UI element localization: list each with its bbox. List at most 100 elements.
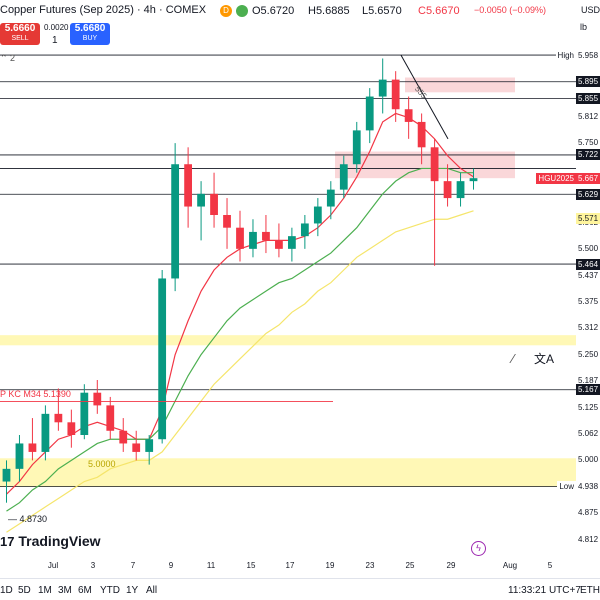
price-tick-5: 5.437	[578, 270, 599, 280]
price-tag-2[interactable]: 5.855	[576, 93, 600, 105]
price-tag-5[interactable]: 5.629	[576, 188, 600, 200]
candle-body-30	[391, 79, 400, 110]
candle-body-7	[93, 392, 102, 406]
candle-body-34	[443, 181, 452, 199]
time-tick-0: Jul	[47, 561, 59, 570]
zone-0	[0, 335, 576, 346]
candle-body-12	[158, 278, 167, 440]
price-tag-1[interactable]: 5.895	[576, 76, 600, 88]
candle-body-17	[223, 215, 231, 228]
indicator-toggle[interactable]: ⌃ 2	[0, 53, 16, 63]
data-status-icon[interactable]	[236, 5, 248, 17]
range-button-all[interactable]: All	[146, 585, 158, 596]
ohlc-change: −0.0050 (−0.09%)	[474, 5, 547, 15]
clock[interactable]: 11:33:21 UTC+7	[508, 585, 581, 596]
time-tick-1: 3	[90, 561, 96, 570]
price-chart[interactable]	[0, 0, 576, 575]
buy-button[interactable]: 5.6680 BUY	[70, 23, 110, 45]
time-tick-11: Aug	[502, 561, 518, 570]
sell-price: 5.6660	[4, 23, 36, 34]
candle-body-0	[2, 468, 11, 482]
time-tick-8: 23	[365, 561, 375, 570]
range-button-1d[interactable]: 1D	[0, 585, 13, 596]
unit-label: lb	[580, 22, 588, 32]
price-axis[interactable]: 5.8125.7505.6255.5625.5005.4375.3755.312…	[536, 0, 600, 575]
sell-button[interactable]: 5.6660 SELL	[0, 23, 40, 45]
candle-body-15	[197, 193, 205, 207]
session-toggle[interactable]: ETH	[580, 585, 600, 596]
candle-body-24	[313, 206, 322, 224]
price-tick-1: 5.750	[578, 138, 599, 148]
price-tick-0: 5.812	[578, 111, 599, 121]
quantity-value[interactable]: 1	[52, 35, 58, 46]
price-tick-8: 5.250	[578, 349, 599, 359]
translate-icon[interactable]: 文A	[534, 352, 555, 366]
price-tick-4: 5.500	[578, 243, 599, 253]
time-tick-12: 5	[547, 561, 553, 570]
candle-body-19	[249, 231, 257, 249]
price-tick-6: 5.375	[578, 296, 599, 306]
price-tick-14: 4.812	[578, 534, 599, 544]
currency-label[interactable]: USD	[581, 5, 600, 15]
price-tag-6[interactable]: 5.571	[576, 213, 600, 225]
time-tick-5: 15	[246, 561, 256, 570]
price-tag-7[interactable]: 5.464	[576, 258, 600, 270]
candle-body-32	[417, 121, 426, 148]
time-tick-6: 17	[285, 561, 295, 570]
market-status-icon[interactable]: D	[220, 5, 232, 17]
magic-wand-icon[interactable]: ⁄	[512, 351, 515, 366]
symbol-title[interactable]: Copper Futures (Sep 2025) · 4h · COMEX	[0, 4, 207, 16]
price-tag-3[interactable]: 5.722	[576, 149, 600, 161]
price-tick-12: 5.000	[578, 455, 599, 465]
candle-body-23	[300, 223, 309, 237]
price-tag-8[interactable]: 5.167	[576, 384, 600, 396]
candle-body-29	[378, 79, 387, 97]
buy-label: BUY	[82, 35, 98, 42]
range-button-6m[interactable]: 6M	[78, 585, 92, 596]
ohlc-high: H5.6885	[308, 5, 350, 17]
range-button-5d[interactable]: 5D	[18, 585, 31, 596]
candle-body-35	[456, 181, 465, 199]
price-tick-10: 5.125	[578, 402, 599, 412]
price-tag-9[interactable]: 4.938	[576, 481, 600, 493]
range-button-ytd[interactable]: YTD	[100, 585, 120, 596]
lightning-icon[interactable]: ϟ	[471, 541, 486, 556]
time-tick-2: 7	[130, 561, 136, 570]
price-tick-7: 5.312	[578, 323, 599, 333]
range-button-1y[interactable]: 1Y	[126, 585, 139, 596]
candle-body-27	[352, 130, 361, 165]
candle-body-3	[41, 413, 50, 452]
range-button-3m[interactable]: 3M	[58, 585, 72, 596]
zone-1	[0, 458, 576, 487]
tradingview-logo: 17 TradingView	[0, 533, 101, 549]
candle-body-33	[430, 147, 439, 182]
ohlc-close: C5.6670	[418, 5, 460, 17]
zone-3	[405, 77, 515, 93]
level-5-label: 5.0000	[88, 459, 116, 469]
range-button-1m[interactable]: 1M	[38, 585, 52, 596]
candle-body-8	[106, 405, 115, 431]
candle-body-10	[132, 443, 141, 452]
price-tag-label-4: HGU2025	[536, 172, 576, 184]
candle-body-1	[15, 443, 24, 469]
price-tag-0[interactable]: 5.958	[576, 49, 600, 61]
candle-body-28	[365, 96, 374, 131]
ohlc-low: L5.6570	[362, 5, 402, 17]
candle-body-31	[404, 109, 413, 122]
bottom-toolbar: 1D 5D 1M 3M 6M YTD 1Y All 11:33:21 UTC+7 ETH	[0, 578, 600, 600]
candle-body-16	[210, 193, 218, 215]
candle-body-14	[184, 164, 192, 207]
tradingview-mark-icon: 17	[0, 534, 15, 549]
low-value-label: — 4.8730	[8, 514, 48, 524]
candle-body-9	[119, 430, 128, 444]
candle-body-6	[80, 392, 89, 435]
price-tag-label-0: High	[555, 49, 576, 61]
chart-header: Copper Futures (Sep 2025) · 4h · COMEX D…	[0, 0, 576, 22]
candle-body-4	[54, 413, 63, 423]
candle-body-25	[326, 189, 335, 207]
time-tick-7: 19	[325, 561, 335, 570]
spread-value: 0.0020	[44, 23, 69, 32]
trendline	[400, 54, 449, 140]
price-tag-4[interactable]: 5.667	[576, 172, 600, 184]
candle-body-5	[67, 422, 76, 435]
